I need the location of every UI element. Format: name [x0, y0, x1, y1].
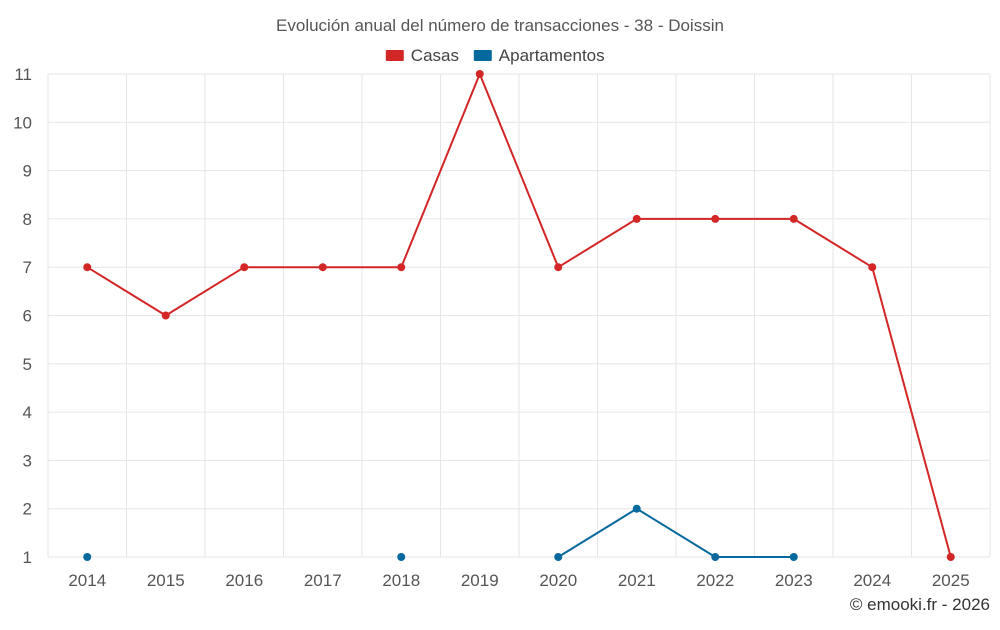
x-tick-label: 2019 [461, 571, 499, 590]
legend-swatch-apartamentos [473, 50, 492, 61]
data-point-casas [554, 263, 563, 272]
y-tick-label: 2 [23, 500, 32, 519]
data-point-apartamentos [554, 553, 563, 561]
y-tick-label: 1 [23, 548, 32, 567]
y-tick-label: 3 [23, 451, 32, 470]
y-tick-label: 10 [13, 113, 32, 132]
x-tick-label: 2015 [147, 571, 185, 590]
x-tick-label: 2022 [696, 571, 734, 590]
y-tick-label: 9 [23, 162, 32, 181]
series-apartamentos [83, 504, 798, 561]
data-point-casas [632, 214, 641, 223]
y-tick-label: 4 [23, 403, 32, 422]
data-point-apartamentos [711, 553, 720, 561]
x-tick-label: 2025 [932, 571, 970, 590]
legend-item-apartamentos[interactable]: Apartamentos [473, 46, 605, 65]
data-point-apartamentos [789, 553, 798, 561]
data-point-apartamentos [83, 553, 92, 561]
x-tick-label: 2020 [539, 571, 577, 590]
data-point-casas [789, 214, 798, 223]
chart-title: Evolución anual del número de transaccio… [276, 16, 724, 35]
legend-item-casas[interactable]: Casas [385, 46, 459, 65]
y-tick-label: 5 [23, 355, 32, 374]
data-point-casas [868, 263, 877, 272]
grid [47, 73, 991, 558]
x-tick-label: 2024 [853, 571, 891, 590]
y-tick-label: 6 [23, 307, 32, 326]
legend-swatch-casas [385, 50, 404, 61]
legend-label-casas: Casas [411, 46, 459, 65]
x-tick-label: 2014 [68, 571, 106, 590]
x-tick-label: 2023 [775, 571, 813, 590]
data-point-casas [161, 311, 170, 320]
x-tick-label: 2018 [382, 571, 420, 590]
series-line-apartamentos [557, 507, 794, 558]
credit-text: © emooki.fr - 2026 [850, 595, 990, 614]
x-axis: 2014 2015 2016 2017 2018 2019 2020 2021 2022 2023… [68, 571, 969, 590]
x-tick-label: 2017 [304, 571, 342, 590]
legend-label-apartamentos: Apartamentos [499, 46, 605, 65]
data-point-casas [946, 553, 955, 561]
data-point-casas [240, 263, 249, 272]
data-point-apartamentos [632, 504, 641, 513]
series-casas [83, 70, 955, 561]
series-line-casas [86, 73, 952, 558]
y-tick-label: 8 [23, 210, 32, 229]
legend[interactable]: Casas Apartamentos [385, 46, 605, 65]
y-tick-label: 7 [23, 258, 32, 277]
series-layer [83, 70, 955, 561]
data-point-casas [83, 263, 92, 272]
y-tick-label: 11 [14, 65, 32, 84]
y-axis: 1 2 3 4 5 6 7 8 9 10 11 [13, 65, 32, 567]
data-point-casas [397, 263, 406, 272]
data-point-apartamentos [397, 553, 406, 561]
x-tick-label: 2016 [225, 571, 263, 590]
data-point-casas [711, 214, 720, 223]
data-point-casas [475, 70, 484, 78]
data-point-casas [318, 263, 327, 272]
x-tick-label: 2021 [618, 571, 656, 590]
